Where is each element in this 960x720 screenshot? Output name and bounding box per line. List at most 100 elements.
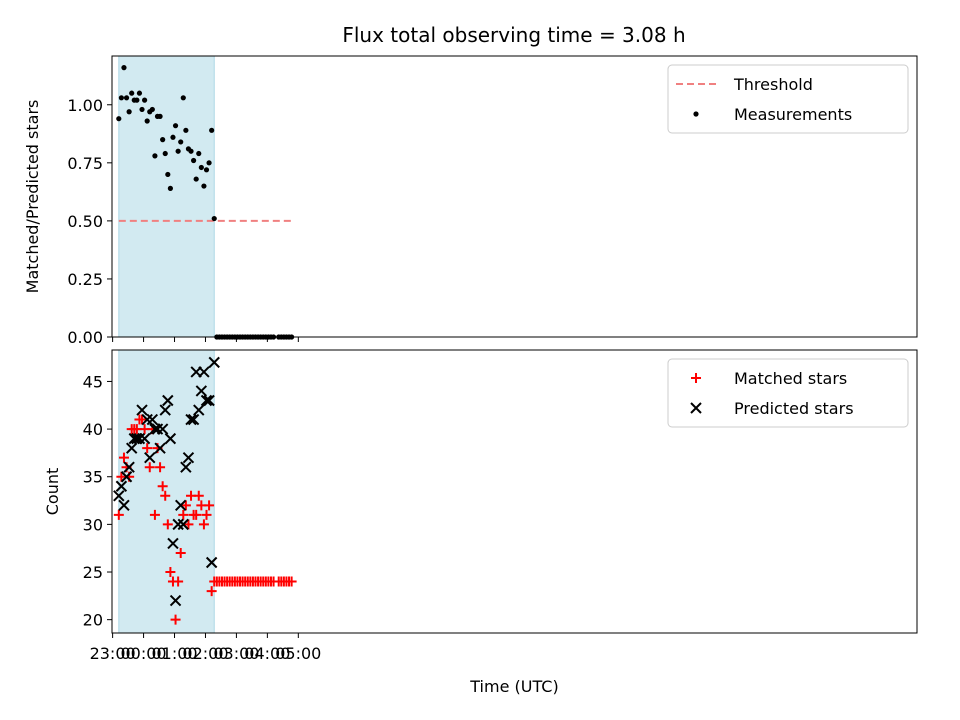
matched-point xyxy=(155,462,166,473)
predicted-point xyxy=(198,366,210,378)
measurement-point xyxy=(167,185,173,191)
predicted-point xyxy=(182,451,195,464)
measurement-point xyxy=(162,150,168,157)
matched-point xyxy=(149,509,160,520)
predicted-point xyxy=(185,413,197,426)
y-tick-label: 30 xyxy=(83,515,103,534)
predicted-point xyxy=(120,471,133,483)
measurement-point xyxy=(165,171,171,178)
matched-point xyxy=(165,567,176,578)
measurement-point xyxy=(175,148,181,154)
measurement-point xyxy=(134,97,140,103)
legend-matched-swatch xyxy=(691,373,701,383)
measurement-point xyxy=(180,95,186,101)
predicted-point xyxy=(146,413,159,426)
measurement-point xyxy=(139,106,145,113)
x-tick-label: 04:00 xyxy=(244,644,290,663)
measurement-point xyxy=(121,65,127,71)
matched-point xyxy=(157,481,168,492)
y-axis-label: Count xyxy=(43,468,62,516)
predicted-point xyxy=(159,404,171,416)
measurement-point xyxy=(157,113,163,119)
measurement-point xyxy=(196,150,202,157)
x-tick-label: 03:00 xyxy=(213,644,259,663)
predicted-point xyxy=(156,423,169,435)
y-tick-label: 35 xyxy=(83,468,103,487)
matched-point xyxy=(201,509,212,520)
measurement-point xyxy=(142,97,148,103)
predicted-point xyxy=(133,432,146,445)
matched-point xyxy=(191,509,202,520)
measurement-point xyxy=(172,123,179,129)
predicted-point xyxy=(195,385,208,397)
predicted-point xyxy=(180,461,192,473)
y-axis-label: Matched/Predicted stars xyxy=(23,100,42,294)
predicted-point xyxy=(187,413,200,426)
measurement-point xyxy=(149,106,155,113)
predicted-point xyxy=(177,518,189,531)
y-tick-label: 0.25 xyxy=(67,270,103,289)
y-tick-label: 40 xyxy=(83,420,103,439)
measurement-point xyxy=(206,160,212,166)
legend-label: Matched stars xyxy=(734,369,847,388)
observing-window-span xyxy=(118,55,215,338)
matched-point xyxy=(175,547,186,558)
legend-label: Predicted stars xyxy=(734,399,854,418)
matched-point xyxy=(170,614,181,625)
matched-point xyxy=(178,509,189,520)
matched-point xyxy=(118,452,129,463)
matched-point xyxy=(142,443,153,454)
y-tick-label: 20 xyxy=(83,611,103,630)
y-tick-label: 0.00 xyxy=(67,328,103,347)
x-tick-label: 02:00 xyxy=(182,644,228,663)
predicted-point xyxy=(113,490,125,502)
series-predicted-stars xyxy=(113,356,220,607)
matched-point xyxy=(160,490,171,501)
legend-box xyxy=(667,64,909,134)
matched-point xyxy=(198,519,209,530)
measurement-point xyxy=(170,134,176,140)
matched-point xyxy=(180,500,191,511)
matched-point xyxy=(113,509,124,520)
measurement-point xyxy=(209,127,215,133)
y-tick-label: 0.75 xyxy=(67,154,103,173)
measurement-point xyxy=(183,127,189,133)
predicted-point xyxy=(162,394,174,407)
measurement-point xyxy=(126,109,132,115)
predicted-point xyxy=(141,413,153,426)
x-axis-label: Time (UTC) xyxy=(469,677,558,696)
x-tick-label: 00:00 xyxy=(121,644,167,663)
measurement-point xyxy=(144,118,150,124)
measurement-point xyxy=(152,153,158,159)
matched-point xyxy=(173,576,184,587)
measurement-point xyxy=(123,95,130,101)
legend-measurements-swatch xyxy=(693,111,699,117)
x-tick-label: 23:00 xyxy=(90,644,136,663)
matched-point xyxy=(162,519,173,530)
matched-point xyxy=(286,576,297,587)
matched-point xyxy=(183,519,194,530)
predicted-point xyxy=(169,594,182,607)
measurement-point xyxy=(160,137,166,143)
legend-predicted-swatch xyxy=(690,402,702,414)
predicted-point xyxy=(172,518,184,531)
y-tick-label: 25 xyxy=(83,563,103,582)
series-matched-stars xyxy=(113,414,297,625)
predicted-point xyxy=(164,432,177,445)
legend: Threshold Measurements xyxy=(667,64,909,134)
predicted-point xyxy=(118,499,130,512)
predicted-point xyxy=(138,432,151,445)
matched-point xyxy=(204,500,215,511)
predicted-point xyxy=(154,442,166,454)
predicted-point xyxy=(151,423,164,435)
measurement-point xyxy=(178,139,184,145)
predicted-point xyxy=(128,432,140,445)
predicted-point xyxy=(175,499,187,512)
measurement-point xyxy=(211,215,217,222)
ratio-panel: 0.00 0.25 0.50 0.75 1.00 Matched/Predicted st… xyxy=(23,55,918,347)
legend: Matched stars Predicted stars xyxy=(667,358,909,428)
axes-frame xyxy=(111,55,918,338)
predicted-point xyxy=(203,394,215,407)
legend-label: Measurements xyxy=(734,105,852,124)
